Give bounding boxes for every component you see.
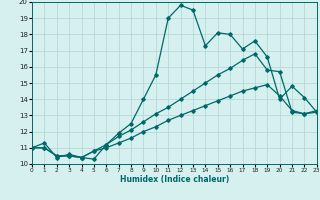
X-axis label: Humidex (Indice chaleur): Humidex (Indice chaleur)	[120, 175, 229, 184]
